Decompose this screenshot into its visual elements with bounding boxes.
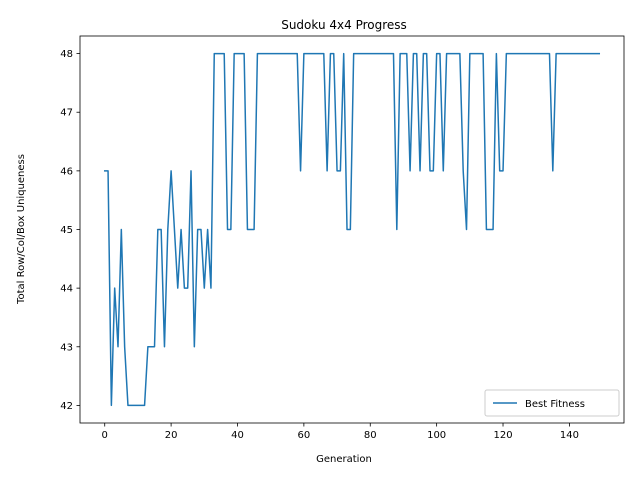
x-axis: 0 20 40 60 80 100 120 140 xyxy=(102,423,579,441)
x-tick-label: 60 xyxy=(298,430,311,441)
legend-box xyxy=(484,389,620,417)
y-tick-label: 47 xyxy=(60,108,73,119)
y-tick-label: 48 xyxy=(60,49,73,60)
y-tick-label: 42 xyxy=(60,401,73,412)
series-line-0 xyxy=(103,52,601,407)
legend: Best Fitness xyxy=(484,389,620,417)
y-tick-label: 43 xyxy=(60,342,73,353)
chart-title: Sudoku 4x4 Progress xyxy=(281,18,407,32)
x-axis-label: Generation xyxy=(316,454,372,465)
x-tick-label: 20 xyxy=(165,430,178,441)
x-tick-label: 120 xyxy=(493,430,512,441)
y-tick-label: 44 xyxy=(60,284,73,295)
y-tick-label: 45 xyxy=(60,225,73,236)
y-tick-label: 46 xyxy=(60,166,73,177)
y-axis-label: Total Row/Col/Box Uniqueness xyxy=(16,154,27,305)
x-tick-label: 80 xyxy=(364,430,377,441)
y-axis: 42 43 44 45 46 47 48 xyxy=(60,49,80,412)
legend-label: Best Fitness xyxy=(525,399,585,410)
x-tick-label: 100 xyxy=(427,430,446,441)
x-tick-label: 140 xyxy=(560,430,579,441)
x-tick-label: 40 xyxy=(231,430,244,441)
x-tick-label: 0 xyxy=(102,430,108,441)
